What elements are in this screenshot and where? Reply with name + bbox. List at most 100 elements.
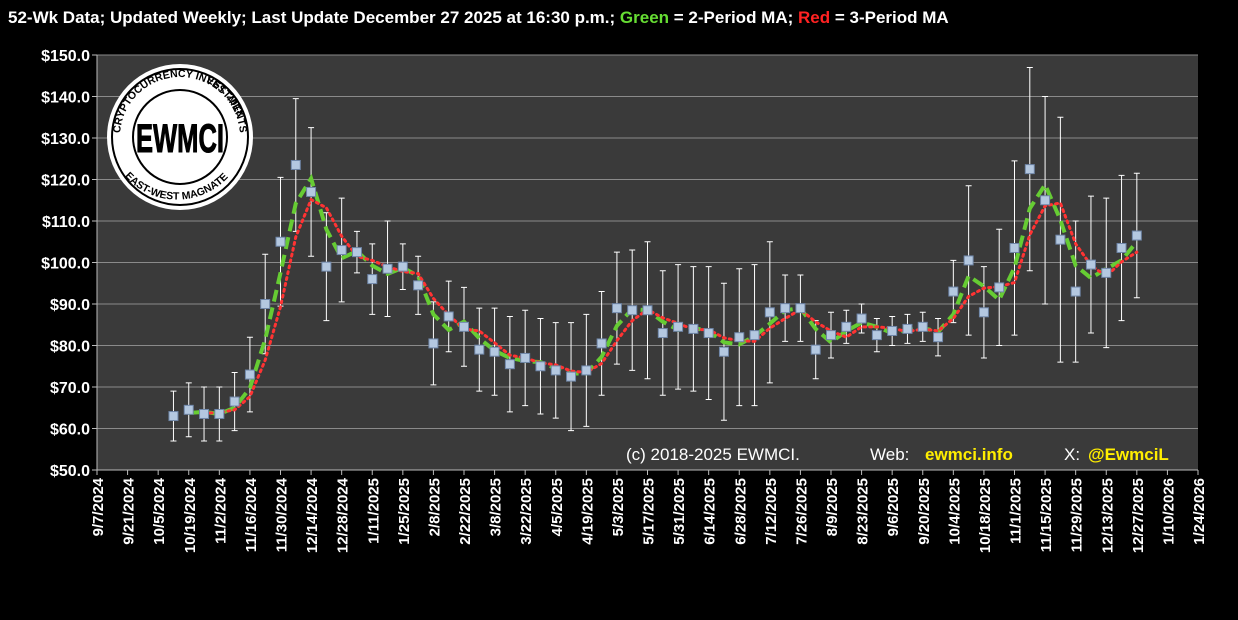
y-tick-label: $130.0	[41, 131, 90, 148]
data-point	[994, 282, 1005, 293]
y-tick-label: $150.0	[41, 48, 90, 65]
x-tick-label: 11/29/2025	[1069, 478, 1086, 552]
x-tick-label: 10/4/2025	[946, 478, 963, 545]
data-point	[933, 332, 944, 343]
x-tick-label: 12/27/2025	[1130, 478, 1147, 553]
y-tick-label: $50.0	[50, 463, 90, 480]
data-point	[764, 307, 775, 318]
data-point	[963, 255, 974, 266]
data-point	[826, 330, 836, 341]
x-tick-label: 9/20/2025	[916, 478, 933, 545]
data-point	[367, 274, 378, 285]
x-tick-label: 5/31/2025	[671, 478, 688, 545]
logo-ring	[111, 68, 249, 206]
data-point	[199, 408, 210, 419]
y-tick-label: $60.0	[50, 422, 90, 439]
title-part: Red	[798, 8, 830, 27]
x-tick-label: 9/6/2025	[885, 478, 902, 536]
data-point	[841, 321, 852, 332]
data-point	[336, 245, 347, 256]
x-tick-label: 7/26/2025	[793, 478, 810, 545]
x-tick-label: 7/12/2025	[763, 478, 780, 545]
data-point	[290, 159, 301, 170]
data-point	[734, 332, 745, 343]
marks	[168, 66, 1142, 442]
logo-inner	[132, 89, 228, 185]
x-tick-label: 4/5/2025	[549, 478, 566, 536]
y-tick-label: $110.0	[42, 214, 90, 231]
footer-x-handle: @EwmciL	[1088, 445, 1169, 464]
title-part: 52-Wk Data; Updated Weekly; Last Update …	[8, 8, 620, 27]
data-point	[1131, 230, 1142, 241]
data-point	[306, 186, 317, 197]
data-point	[657, 328, 668, 339]
data-point	[244, 369, 255, 380]
data-point	[474, 344, 485, 355]
x-tick-label: 9/7/2024	[90, 477, 107, 536]
data-point	[1055, 234, 1066, 245]
data-point	[566, 371, 577, 382]
x-tick-label: 6/28/2025	[732, 478, 749, 545]
data-point	[321, 261, 332, 272]
footer-copyright: (c) 2018-2025 EWMCI.	[626, 445, 800, 464]
data-point	[581, 365, 592, 376]
x-tick-label: 3/22/2025	[518, 478, 535, 545]
data-point	[887, 325, 898, 336]
x-tick-label: 2/8/2025	[426, 478, 443, 536]
y-tick-label: $100.0	[41, 256, 90, 273]
x-tick-label: 8/23/2025	[855, 478, 872, 545]
data-point	[260, 299, 271, 309]
data-point	[627, 305, 638, 316]
data-point	[673, 321, 684, 332]
x-tick-label: 1/10/2026	[1160, 478, 1177, 545]
x-tick-label: 12/28/2024	[335, 477, 352, 553]
y-tick-label: $120.0	[41, 173, 90, 190]
data-point	[703, 328, 714, 339]
data-point	[917, 321, 928, 332]
footer-web: ewmci.info	[925, 445, 1013, 464]
title-part: = 3-Period MA	[830, 8, 949, 27]
x-tick-label: 10/18/2025	[977, 478, 994, 553]
data-point	[397, 261, 408, 272]
x-tick-label: 11/15/2025	[1038, 478, 1055, 552]
x-tick-label: 5/17/2025	[641, 478, 658, 545]
data-point	[1024, 164, 1035, 175]
data-point	[978, 307, 989, 318]
data-point	[688, 323, 699, 334]
data-point	[382, 263, 393, 274]
title-part: Green	[620, 8, 669, 27]
data-point	[856, 313, 867, 324]
data-point	[795, 303, 806, 314]
x-tick-label: 5/3/2025	[610, 478, 627, 536]
y-tick-label: $140.0	[41, 90, 90, 107]
chart-title: 52-Wk Data; Updated Weekly; Last Update …	[8, 8, 949, 27]
x-tick-label: 11/16/2024	[243, 477, 260, 552]
x-tick-label: 1/11/2025	[365, 478, 382, 544]
data-point	[642, 305, 653, 316]
data-point	[459, 321, 469, 332]
x-tick-label: 3/8/2025	[488, 478, 505, 536]
x-tick-label: 1/25/2025	[396, 478, 413, 545]
x-tick-label: 10/5/2024	[151, 477, 168, 544]
data-point	[168, 411, 179, 422]
data-point	[780, 303, 791, 314]
data-point	[183, 404, 194, 415]
x-tick-label: 4/19/2025	[579, 478, 596, 545]
title-part: = 2-Period MA;	[669, 8, 798, 27]
data-point	[229, 396, 240, 407]
y-tick-label: $70.0	[50, 380, 90, 397]
y-tick-label: $80.0	[50, 339, 90, 356]
x-tick-label: 1/24/2026	[1191, 478, 1208, 545]
data-point	[948, 286, 959, 297]
logo-center: EWMCI	[136, 117, 224, 161]
data-point	[504, 359, 515, 370]
x-tick-label: 11/30/2024	[274, 477, 291, 552]
data-point	[1116, 242, 1127, 253]
logo: CRYPTOCURRENCY INVESTMENTS EST. 2018 EAS…	[107, 64, 253, 210]
moving-average-2	[188, 173, 1139, 417]
x-tick-label: 6/14/2025	[702, 478, 719, 545]
x-tick-label: 12/14/2024	[304, 477, 321, 553]
footer-web-label: Web:	[870, 445, 909, 464]
